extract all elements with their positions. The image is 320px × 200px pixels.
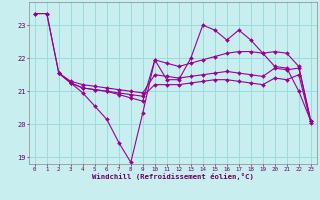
X-axis label: Windchill (Refroidissement éolien,°C): Windchill (Refroidissement éolien,°C): [92, 173, 254, 180]
